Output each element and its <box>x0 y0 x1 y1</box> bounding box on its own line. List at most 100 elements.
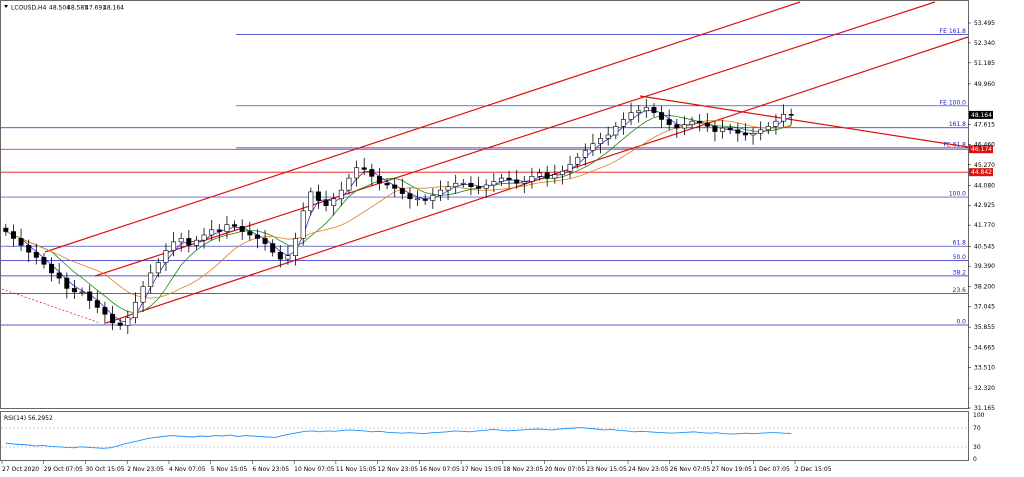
candle-bear <box>674 124 680 129</box>
candle-bull <box>132 301 138 319</box>
candle-bear <box>26 245 32 253</box>
fib-level-label: 100.0 <box>949 191 966 198</box>
candle-bear <box>247 231 253 236</box>
candle-bull <box>140 286 146 303</box>
time-tick-label: 1 Dec 07:05 <box>753 466 790 473</box>
candle-bear <box>392 184 398 189</box>
symbol-header: LCOUSD,H4 48.504 48.585 47.691 48.164 <box>4 5 124 12</box>
candle-bull <box>437 189 443 196</box>
candle-bull <box>681 124 687 129</box>
fib-level-label: 38.2 <box>953 269 967 276</box>
candle-bull <box>155 262 161 274</box>
current-price-box <box>969 110 993 119</box>
candle-bull <box>460 182 466 185</box>
candle-bear <box>110 313 116 324</box>
candle-bull <box>582 150 588 158</box>
time-tick-label: 26 Nov 07:05 <box>670 466 711 473</box>
time-tick-label: 4 Nov 07:05 <box>169 466 206 473</box>
time-tick-label: 27 Oct 2020 <box>2 466 39 473</box>
candle-bear <box>384 182 390 186</box>
candle-bear <box>376 176 382 184</box>
candle-bull <box>567 163 573 172</box>
rsi-pane: RSI(14) 56.2952 100 70 30 0 <box>1 412 985 463</box>
time-tick-label: 18 Nov 23:05 <box>503 466 544 473</box>
candle-bull <box>193 239 199 246</box>
fib-level-label: FE 161.8 <box>940 28 967 35</box>
candle-bull <box>445 186 451 191</box>
ma-fast-line <box>5 109 792 323</box>
fib-level-label: 23.6 <box>953 287 967 294</box>
candle-bull <box>559 170 565 175</box>
candle-bear <box>94 300 100 308</box>
main-pane-frame <box>0 0 969 409</box>
time-tick-label: 2 Nov 23:05 <box>127 466 164 473</box>
price-axis: 53.495 52.340 51.185 49.960 47.615 46.460 45.2… <box>968 20 995 412</box>
candle-bull <box>491 181 497 186</box>
time-tick-label: 23 Nov 15:05 <box>586 466 627 473</box>
price-tick-label: 37.045 <box>974 304 995 311</box>
dropdown-triangle-icon[interactable] <box>4 5 8 8</box>
candle-bear <box>651 107 657 113</box>
candle-bull <box>773 120 779 127</box>
ohlc-high: 48.585 <box>67 5 88 12</box>
fib-level-label: 0.0 <box>956 318 966 325</box>
price-tick-label: 51.185 <box>974 60 995 67</box>
candle-bull <box>758 129 764 134</box>
candle-bear <box>468 182 474 187</box>
candle-bear <box>87 291 93 301</box>
candle-bull <box>331 198 337 206</box>
candle-bear <box>262 238 268 244</box>
horizontal-levels: 46.174 44.842 48.164 <box>1 110 993 177</box>
price-tick-label: 31.165 <box>974 405 995 412</box>
price-tick-label: 40.545 <box>974 243 995 250</box>
candle-bull <box>125 317 131 326</box>
candle-bear <box>788 113 794 116</box>
channel-middle-line[interactable] <box>94 1 936 277</box>
time-axis: 27 Oct 2020 29 Oct 07:05 30 Oct 15:05 2 Nov… <box>1 461 832 473</box>
price-box-red <box>969 168 993 177</box>
candle-bear <box>659 112 665 120</box>
time-tick-label: 24 Nov 23:05 <box>628 466 669 473</box>
candle-bear <box>666 119 672 125</box>
price-tick-label: 32.320 <box>974 385 995 392</box>
candle-bear <box>323 200 329 206</box>
candle-bear <box>216 229 222 232</box>
candle-bull <box>209 229 215 236</box>
descending-line[interactable] <box>639 95 969 148</box>
candles <box>3 98 794 334</box>
candle-bull <box>293 238 299 256</box>
price-tick-label: 44.080 <box>974 182 995 189</box>
fib-level-label: 50.0 <box>953 254 967 261</box>
channel-upper-line[interactable] <box>44 1 801 253</box>
candle-bull <box>529 176 535 182</box>
price-tick-label: 45.270 <box>974 162 995 169</box>
candle-bear <box>10 231 16 239</box>
price-tick-label: 34.665 <box>974 345 995 352</box>
candle-bear <box>18 238 24 246</box>
fib-level-label: 161.8 <box>949 121 966 128</box>
candle-bear <box>49 263 55 274</box>
candle-bull <box>575 157 581 165</box>
price-tick-label: 35.855 <box>974 324 995 331</box>
candle-bull <box>79 291 85 294</box>
candle-bear <box>33 251 39 258</box>
rsi-tick-70: 70 <box>973 425 981 432</box>
candle-bull <box>720 127 726 132</box>
candle-bear <box>277 251 283 260</box>
time-tick-label: 6 Nov 23:05 <box>252 466 289 473</box>
candle-bear <box>361 167 367 170</box>
candle-bear <box>476 186 482 189</box>
time-tick-label: 16 Nov 07:05 <box>419 466 460 473</box>
time-tick-label: 12 Nov 23:05 <box>378 466 419 473</box>
trend-channel[interactable] <box>1 1 969 324</box>
price-box-label: 44.842 <box>971 169 992 176</box>
candle-bull <box>689 120 695 125</box>
candle-bear <box>102 307 108 315</box>
rsi-tick-30: 30 <box>973 444 981 451</box>
time-tick-label: 29 Oct 07:05 <box>44 466 83 473</box>
candle-bull <box>346 177 352 191</box>
fib-level-label: FE 100.0 <box>940 99 967 106</box>
time-tick-label: 11 Nov 15:05 <box>336 466 377 473</box>
candle-bull <box>765 126 771 131</box>
